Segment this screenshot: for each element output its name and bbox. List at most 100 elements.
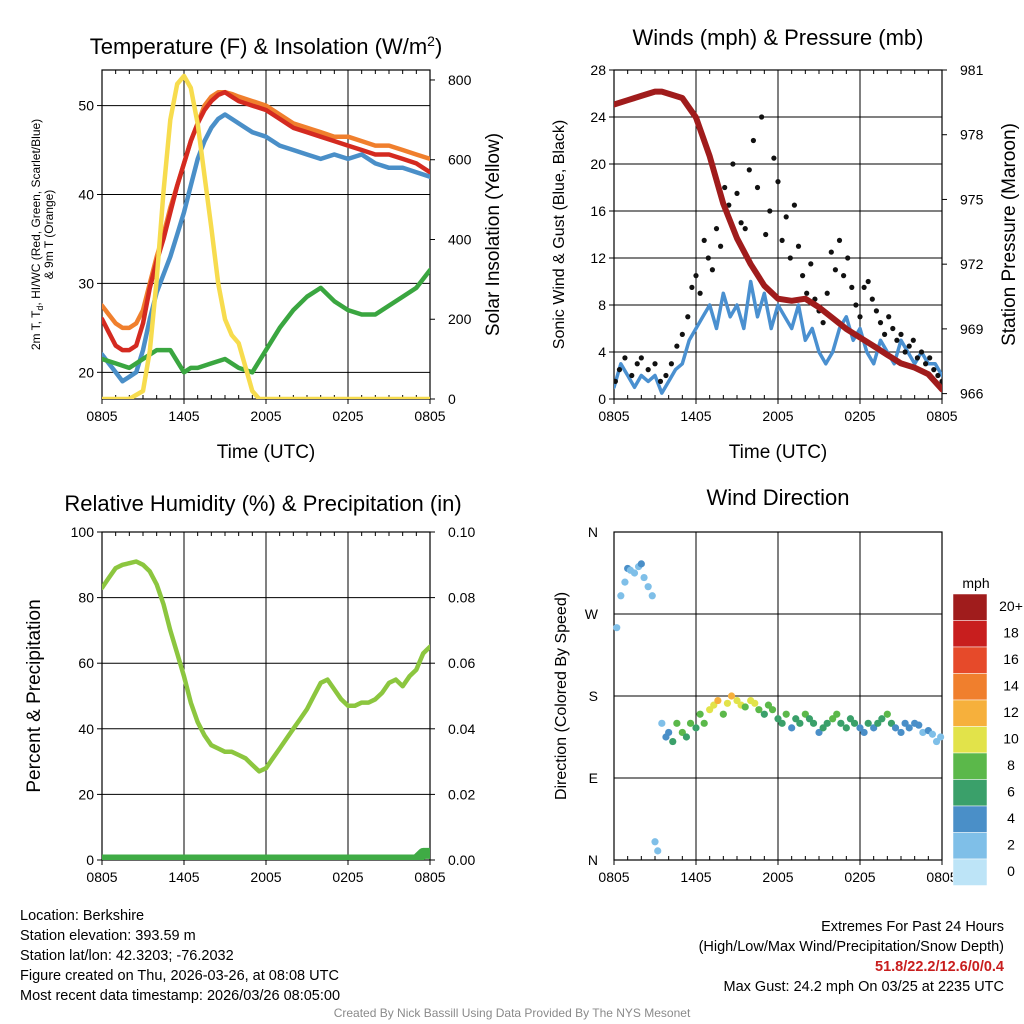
gust-point	[763, 231, 769, 238]
y-axis-label: 2m T, Td, HI/WC (Red, Green, Scarlet/Blu…	[29, 119, 45, 350]
gust-point	[808, 261, 814, 267]
colorbar-swatch	[952, 832, 988, 860]
direction-point	[696, 710, 704, 718]
gust-point	[713, 226, 720, 232]
x-tick-label: 0205	[844, 869, 875, 885]
y-label-part: , HI/WC (Red, Green, Scarlet/Blue)	[29, 119, 43, 306]
direction-point	[878, 715, 886, 723]
y-right-tick-label: 0	[448, 391, 456, 407]
gust-point	[679, 331, 685, 337]
gust-point	[836, 237, 843, 243]
colorbar-title: mph	[962, 575, 989, 591]
plot-frame	[613, 69, 943, 400]
recent-data-timestamp: Most recent data timestamp: 2026/03/26 0…	[20, 988, 341, 1004]
y-right-tick-label: 800	[448, 72, 472, 88]
gust-point	[738, 220, 744, 226]
direction-point	[727, 692, 736, 700]
x-tick-label: 0805	[414, 869, 445, 885]
x-tick-label: 2005	[250, 869, 281, 885]
direction-point	[658, 719, 666, 727]
y-right-tick-label: 975	[960, 191, 984, 207]
colorbar-label: 4	[1007, 810, 1015, 826]
y-tick-label: 30	[78, 275, 94, 291]
colorbar-label: 0	[1007, 863, 1015, 879]
gust-point	[882, 331, 888, 337]
humidity-line	[102, 559, 430, 774]
station-latlon: Station lat/lon: 42.3203; -76.2032	[20, 948, 234, 964]
gust-point	[775, 179, 781, 185]
y-right-tick-label: 0.10	[448, 524, 475, 540]
x-tick-label: 0805	[926, 408, 957, 424]
gust-point	[894, 337, 900, 343]
y-right-tick-label: 200	[448, 311, 472, 327]
gust-point	[898, 331, 904, 337]
gust-point	[730, 161, 736, 167]
direction-point	[850, 719, 859, 727]
y-right-tick-label: 0.04	[448, 721, 475, 737]
gust-point	[787, 255, 793, 261]
gust-point	[890, 325, 896, 332]
x-axis-label: Time (UTC)	[217, 442, 316, 463]
direction-point	[637, 560, 645, 568]
meteogram-canvas: 0805 1405 2005 0205 080520304050020040060080…	[24, 25, 1023, 886]
y-tick-label: 80	[78, 590, 94, 606]
y-tick-label: 24	[590, 109, 606, 125]
y-tick-label: 8	[598, 297, 606, 313]
y-axis-label: Direction (Colored By Speed)	[553, 592, 570, 800]
colorbar-label: 2	[1007, 837, 1015, 853]
direction-point	[760, 710, 768, 718]
gust-point	[824, 290, 830, 296]
series-line	[102, 73, 430, 399]
direction-point	[686, 719, 695, 727]
extremes-title: Extremes For Past 24 Hours	[821, 919, 1004, 935]
y-right-tick-label: 972	[960, 256, 984, 272]
extremes-info: Extremes For Past 24 Hours (High/Low/Max…	[699, 917, 1004, 997]
y-tick-label: E	[589, 770, 598, 786]
y-axis-label: Sonic Wind & Gust (Blue, Black)	[551, 120, 568, 349]
x-tick-label: 0805	[598, 408, 629, 424]
gust-point	[622, 355, 628, 361]
colorbar-label: 12	[1003, 704, 1019, 720]
gust-point	[845, 255, 851, 261]
direction-point	[682, 733, 691, 741]
direction-point	[669, 737, 677, 746]
gust-point	[771, 155, 777, 161]
direction-point	[665, 728, 673, 737]
series-line	[102, 267, 430, 375]
y-axis-label: Percent & Precipitation	[24, 599, 45, 792]
chart-title-wind-direction: Wind Direction	[706, 485, 849, 510]
x-tick-label: 0805	[598, 869, 629, 885]
direction-point	[741, 703, 749, 711]
direction-point	[842, 724, 850, 732]
title-superscript: 2	[427, 33, 435, 49]
direction-point	[905, 724, 913, 732]
y-right-tick-label: 0.06	[448, 655, 475, 671]
chart-title-temperature: Temperature (F) & Insolation (W/m2)	[90, 33, 443, 59]
y-tick-label: 60	[78, 655, 94, 671]
gust-point	[638, 355, 644, 361]
gust-point	[804, 290, 810, 296]
gust-point	[849, 284, 855, 290]
y-tick-label: 20	[78, 786, 94, 802]
gust-point	[873, 308, 880, 314]
direction-point	[630, 569, 639, 577]
station-elevation: Station elevation: 393.59 m	[20, 928, 196, 944]
colorbar-swatch	[952, 779, 988, 807]
direction-point	[782, 710, 790, 718]
gust-point	[779, 237, 785, 243]
x-tick-label: 2005	[762, 869, 793, 885]
y-tick-label: 28	[590, 62, 606, 78]
gust-point	[616, 367, 623, 373]
direction-point	[788, 724, 796, 732]
colorbar-label: 10	[1003, 731, 1019, 747]
direction-point	[644, 583, 652, 591]
gust-point	[722, 184, 728, 191]
direction-point	[751, 699, 759, 707]
colorbar-swatch	[952, 858, 988, 886]
direction-point	[823, 719, 831, 727]
y-right-axis-label: Solar Insolation (Yellow)	[483, 133, 504, 336]
direction-point	[719, 710, 727, 718]
gust-point	[685, 314, 691, 320]
direction-point	[891, 724, 900, 732]
y-tick-label: 40	[78, 721, 94, 737]
